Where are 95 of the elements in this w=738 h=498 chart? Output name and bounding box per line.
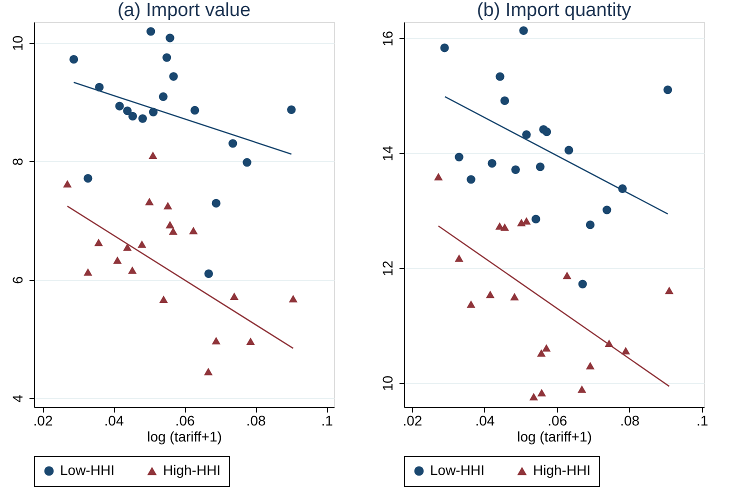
point — [664, 286, 674, 294]
x-tick-label: .04 — [104, 412, 124, 428]
point — [488, 159, 496, 168]
point — [242, 158, 252, 167]
point — [536, 162, 545, 172]
point — [123, 243, 132, 251]
chart-title: (b) Import quantity — [476, 0, 632, 21]
point — [440, 44, 449, 52]
point — [496, 72, 504, 81]
x-axis-title: log (tariff+1) — [147, 428, 222, 444]
point — [586, 362, 595, 370]
point — [466, 175, 476, 184]
x-tick-label: .02 — [402, 412, 422, 428]
y-tick-label: 6 — [10, 276, 26, 284]
point — [454, 254, 464, 262]
point — [164, 202, 172, 210]
point — [486, 290, 495, 298]
point — [602, 206, 612, 214]
point — [522, 130, 531, 139]
x-tick-label: .06 — [548, 412, 568, 428]
point — [230, 292, 239, 300]
legend-label: Low-HHI — [60, 462, 114, 478]
y-tick-label: 14 — [380, 146, 396, 162]
point — [621, 346, 630, 354]
point — [146, 27, 156, 36]
point — [586, 220, 595, 230]
point — [168, 227, 178, 235]
point — [128, 112, 138, 120]
point — [84, 174, 92, 183]
y-tick-label: 8 — [10, 158, 26, 166]
point — [434, 172, 443, 180]
point — [145, 198, 154, 206]
point — [246, 338, 255, 346]
x-tick-label: .08 — [620, 412, 640, 428]
point — [537, 388, 546, 396]
x-tick-label: .1 — [321, 412, 334, 428]
point — [84, 268, 92, 276]
point — [212, 336, 220, 344]
point — [542, 127, 552, 136]
point — [517, 218, 526, 226]
point — [113, 256, 122, 264]
point — [519, 26, 528, 35]
point — [228, 139, 238, 148]
point — [500, 223, 510, 231]
x-axis-title: log (tariff+1) — [517, 428, 592, 444]
point — [138, 114, 147, 123]
point — [578, 385, 586, 393]
x-tick-label: .04 — [475, 412, 495, 428]
point — [536, 349, 546, 357]
y-tick-label: 12 — [380, 260, 396, 276]
point — [123, 106, 132, 116]
point — [454, 152, 464, 162]
point — [166, 34, 174, 42]
y-tick-label: 10 — [10, 35, 26, 52]
point — [204, 269, 214, 278]
x-tick-label: .06 — [175, 412, 195, 428]
chart-title: (a) Import value — [117, 0, 251, 21]
point — [511, 165, 520, 174]
point — [288, 294, 298, 302]
point — [138, 240, 146, 248]
point — [166, 220, 174, 228]
point — [466, 300, 476, 308]
point — [542, 344, 551, 352]
point — [500, 96, 510, 106]
point — [63, 180, 72, 188]
point — [529, 392, 538, 400]
legend-label: High-HHI — [163, 462, 221, 478]
point — [510, 292, 519, 300]
point — [578, 280, 587, 288]
point — [562, 272, 572, 280]
point — [532, 214, 540, 224]
point — [663, 85, 672, 94]
point — [115, 102, 124, 110]
point — [69, 54, 78, 64]
point — [212, 198, 220, 208]
point — [204, 368, 213, 376]
point — [159, 295, 168, 303]
legend-label: Low-HHI — [430, 462, 484, 478]
point — [564, 146, 574, 154]
point — [148, 152, 158, 160]
x-tick-label: .02 — [33, 412, 53, 428]
x-tick-label: .08 — [246, 412, 266, 428]
point — [287, 105, 296, 114]
point — [128, 266, 137, 274]
point — [162, 53, 172, 62]
point — [158, 92, 168, 101]
point — [189, 226, 198, 234]
legend-label: High-HHI — [533, 462, 591, 478]
y-tick-label: 16 — [380, 30, 396, 46]
y-tick-label: 4 — [10, 394, 26, 403]
point — [169, 72, 178, 81]
y-tick-label: 10 — [380, 375, 396, 392]
point — [94, 238, 103, 246]
point — [190, 106, 200, 115]
x-tick-label: .1 — [696, 412, 708, 428]
